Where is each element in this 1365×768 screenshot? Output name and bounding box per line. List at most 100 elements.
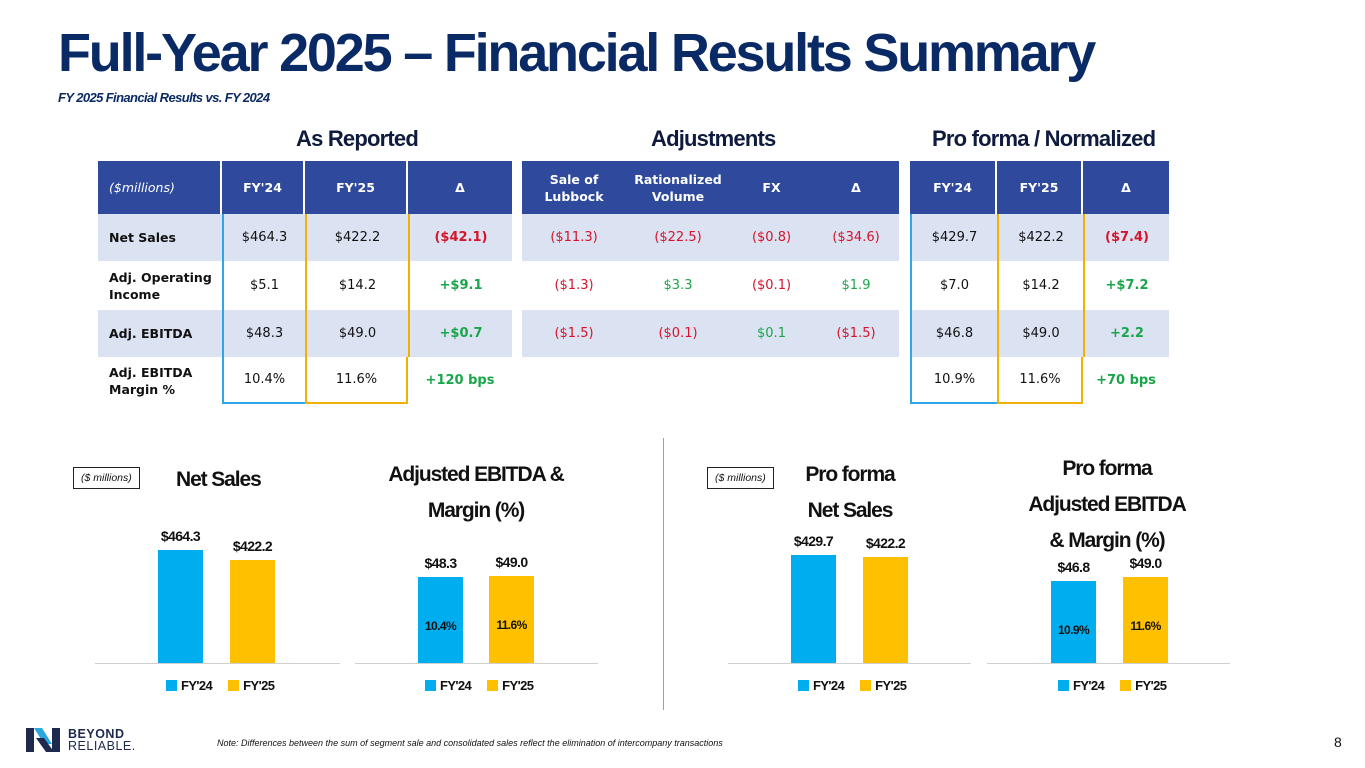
legend-swatch-fy24 [1058,680,1069,691]
table-cell: ($0.1) [626,310,730,357]
table-cell: 11.6% [305,357,408,404]
legend-label: FY'24 [813,678,845,693]
bar-margin-label: 10.4% [424,619,457,634]
legend-label: FY'25 [243,678,275,693]
table-cell: $1.9 [841,278,871,293]
company-logo: BEYOND RELIABLE. [24,724,136,756]
legend-label: FY'24 [440,678,472,693]
bar-margin-label: 11.6% [496,618,527,632]
table-cell: +120 bps [425,373,495,388]
table-cell: $0.1 [730,310,813,357]
table-cell: +70 bps [1096,373,1156,388]
chart-title-pro-forma-adj-ebitda: Pro forma Adjusted EBITDA & Margin (%) [1028,457,1186,552]
bar-label: $48.3 [424,555,457,572]
table-cell: ($42.1) [408,214,512,261]
bar-net-sales-fy25 [230,560,275,663]
table-cell: $14.2 [997,261,1083,310]
table-cell: 11.6% [997,357,1083,404]
table-header: Δ [1083,161,1169,214]
row-label: Adj. EBITDA Margin % [109,364,193,397]
bar-pro-forma-net-sales-fy24 [791,555,836,663]
as-reported-table: ($millions) FY'24 FY'25 Δ Net Sales $464… [98,161,512,404]
table-cell: $5.1 [222,261,305,310]
bar-pro-forma-adj-ebitda-fy25 [1123,577,1168,663]
legend-swatch-fy24 [166,680,177,691]
section-adjustments: Adjustments [651,126,776,151]
table-cell: $3.3 [663,278,693,293]
pro-forma-table: FY'24 FY'25 Δ $429.7 $422.2 ($7.4) $7.0 … [910,161,1169,404]
legend-label: FY'24 [1073,678,1105,693]
table-header: FY'25 [305,161,408,214]
table-cell: +2.2 [1083,310,1169,357]
bar-label: $422.2 [865,534,906,551]
bar-pro-forma-net-sales-fy25 [863,556,908,663]
table-header: ($millions) [98,161,222,214]
table-header: FX [730,161,813,214]
table-cell: ($11.3) [522,214,626,261]
bar-label: $464.3 [160,528,201,544]
chart-axis [728,663,971,664]
bar-label: $49.0 [495,554,528,570]
table-header: FY'25 [997,161,1083,214]
table-cell: $46.8 [910,310,997,357]
bar-margin-label: 10.9% [1057,622,1090,637]
section-pro-forma: Pro forma / Normalized [932,126,1156,151]
table-cell: +$9.1 [408,261,512,310]
table-header: Sale of Lubbock [522,161,626,214]
table-cell: 10.9% [910,357,997,404]
bar-label: $422.2 [232,538,273,555]
chart-legend: FY'24 FY'25 [425,678,549,693]
page-number: 8 [1334,734,1342,750]
legend-swatch-fy25 [487,680,499,691]
chart-axis [95,663,340,664]
table-cell: $464.3 [222,214,305,261]
table-header: FY'24 [910,161,997,214]
table-cell: ($22.5) [626,214,730,261]
legend-swatch-fy25 [860,680,872,691]
table-cell: ($0.1) [751,278,792,293]
table-cell: ($1.5) [813,310,899,357]
bar-pro-forma-adj-ebitda-fy24 [1051,580,1096,663]
legend-swatch-fy25 [1120,680,1132,691]
chart-legend: FY'24 FY'25 [166,678,290,693]
unit-label: ($ millions) [73,467,140,489]
table-cell: $429.7 [910,214,997,261]
logo-line1: BEYOND [68,727,125,741]
page-subtitle: FY 2025 Financial Results vs. FY 2024 [58,90,270,105]
footnote: Note: Differences between the sum of seg… [217,738,723,748]
table-cell: ($7.4) [1083,214,1169,261]
table-cell: $7.0 [910,261,997,310]
adjustments-table: Sale of Lubbock Rationalized Volume FX Δ… [522,161,899,357]
legend-label: FY'25 [1135,678,1167,693]
table-cell: $49.0 [305,310,408,357]
legend-swatch-fy24 [425,680,436,691]
chart-axis [987,663,1230,664]
chart-axis [355,663,598,664]
bar-label: $49.0 [1129,555,1162,571]
bar-net-sales-fy24 [158,550,203,663]
chart-title-adj-ebitda: Adjusted EBITDA & Margin (%) [388,463,564,522]
chart-title-net-sales: Net Sales [176,468,262,491]
table-cell: +$0.7 [408,310,512,357]
table-header: Rationalized Volume [626,161,730,214]
table-header: Δ [813,161,899,214]
table-cell: $48.3 [222,310,305,357]
chart-title-pro-forma-net-sales: Pro forma Net Sales [805,463,895,522]
section-divider [663,438,664,710]
legend-label: FY'25 [875,678,907,693]
table-cell: $49.0 [997,310,1083,357]
table-cell: ($34.6) [813,214,899,261]
table-cell: ($1.5) [522,310,626,357]
row-label: Adj. Operating Income [109,269,212,302]
table-header: FY'24 [222,161,305,214]
unit-label: ($ millions) [707,467,774,489]
row-label: Net Sales [98,214,222,261]
chart-legend: FY'24 FY'25 [1058,678,1182,693]
logo-line2: RELIABLE. [68,739,136,753]
legend-swatch-fy25 [228,680,240,691]
bar-label: $429.7 [793,533,834,549]
table-cell: 10.4% [222,357,305,404]
bar-adj-ebitda-fy24 [418,577,463,663]
table-cell: $422.2 [997,214,1083,261]
logo-mark-icon [26,728,60,752]
